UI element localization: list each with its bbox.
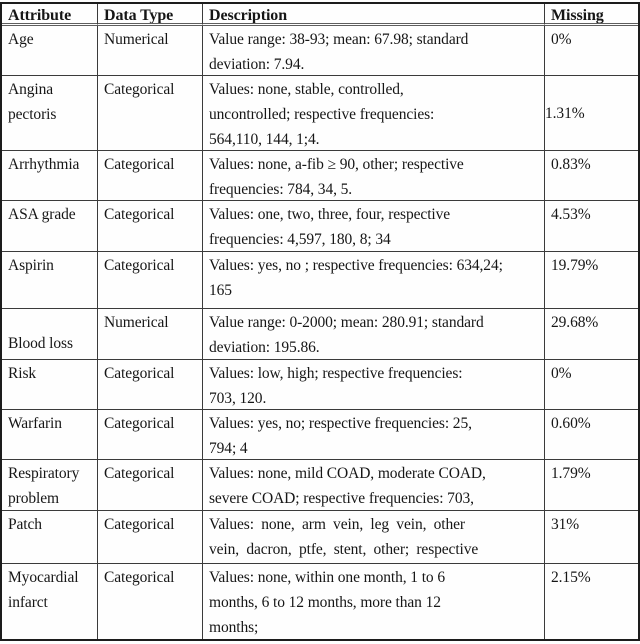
cell-description: Values: low, high; respective frequencie… [203,360,545,410]
cell-data-type: Categorical [98,201,203,252]
cell-data-type: Categorical [98,76,203,151]
cell-description: Values: yes, no ; respective frequencies… [203,252,545,309]
cell-description: Values: yes, no; respective frequencies:… [203,410,545,460]
cell-attribute: Age [2,26,98,76]
cell-attribute: Aspirin [2,252,98,309]
column-header-data-type: Data Type [98,4,203,26]
cell-missing: 0% [545,360,638,410]
cell-attribute: Patch [2,511,98,564]
column-header-attribute: Attribute [2,4,98,26]
cell-attribute: Angina pectoris [2,76,98,151]
cell-missing: 31% [545,511,638,564]
cell-attribute: ASA grade [2,201,98,252]
cell-missing: 1.31% [545,76,638,151]
cell-description: Values: none, mild COAD, moderate COAD, … [203,460,545,511]
cell-missing: 1.79% [545,460,638,511]
column-header-missing: Missing [545,4,638,26]
cell-missing: 29.68% [545,309,638,360]
cell-description: Values: none, arm vein, leg vein, other … [203,511,545,564]
cell-description: Values: one, two, three, four, respectiv… [203,201,545,252]
cell-data-type: Categorical [98,151,203,201]
cell-attribute: Risk [2,360,98,410]
cell-missing: 4.53% [545,201,638,252]
cell-data-type: Numerical [98,309,203,360]
cell-data-type: Categorical [98,564,203,639]
cell-attribute: Arrhythmia [2,151,98,201]
cell-missing: 2.15% [551,569,591,586]
cell-attribute: Warfarin [2,410,98,460]
cell-missing: 0.60% [545,410,638,460]
cell-description: Values: none, within one month, 1 to 6 m… [203,564,545,639]
cell-description: Value range: 0-2000; mean: 280.91; stand… [203,309,545,360]
cell-attribute: Blood loss [2,309,98,360]
cell-data-type: Categorical [98,460,203,511]
cell-data-type: Categorical [98,252,203,309]
cell-attribute: Myocardial infarct [2,564,98,639]
cell-data-type: Categorical [98,410,203,460]
cell-description: Value range: 38-93; mean: 67.98; standar… [203,26,545,76]
cell-data-type: Categorical [98,511,203,564]
cell-data-type: Categorical [98,360,203,410]
cell-attribute: Respiratory problem [2,460,98,511]
cell-missing: 0.83% [545,151,638,201]
cell-data-type: Numerical [98,26,203,76]
cell-missing: 0% [545,26,638,76]
cell-description: Values: none, stable, controlled, uncont… [203,76,545,151]
cell-missing: 19.79% [545,252,638,309]
cell-description: Values: none, a-fib ≥ 90, other; respect… [203,151,545,201]
column-header-description: Description [203,4,545,26]
